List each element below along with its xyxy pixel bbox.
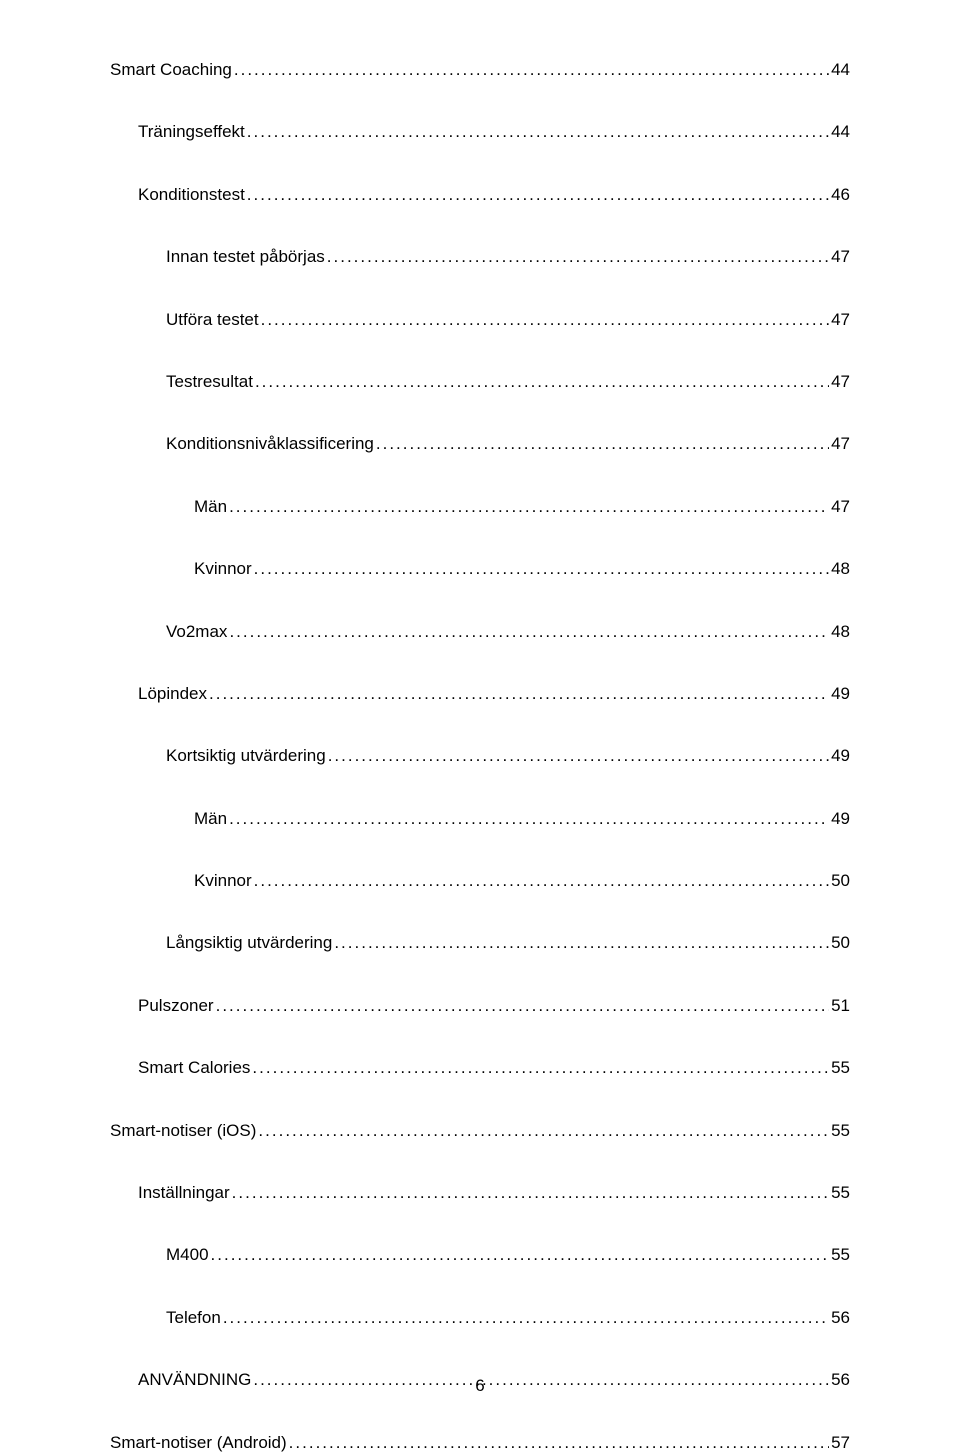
toc-entry-page: 51 xyxy=(831,996,850,1016)
page-number: 6 xyxy=(0,1376,960,1396)
toc-entry-page: 49 xyxy=(831,684,850,704)
toc-entry-page: 44 xyxy=(831,60,850,80)
toc-leader-dots xyxy=(328,746,829,766)
toc-leader-dots xyxy=(376,434,829,454)
toc-leader-dots xyxy=(254,871,829,891)
toc-entry: Telefon 56 xyxy=(110,1308,850,1328)
toc-entry-label: Utföra testet xyxy=(166,310,259,330)
toc-entry: Pulszoner 51 xyxy=(110,996,850,1016)
toc-entry: Långsiktig utvärdering 50 xyxy=(110,933,850,953)
toc-entry-label: Konditionstest xyxy=(138,185,245,205)
toc-leader-dots xyxy=(261,310,829,330)
toc-entry-page: 56 xyxy=(831,1308,850,1328)
toc-entry-page: 50 xyxy=(831,871,850,891)
toc-entry-label: Vo2max xyxy=(166,622,227,642)
toc-entry-page: 48 xyxy=(831,622,850,642)
document-page: Smart Coaching 44 Träningseffekt 44 Konditio… xyxy=(0,0,960,1436)
toc-entry-label: M400 xyxy=(166,1245,209,1265)
toc-entry-page: 55 xyxy=(831,1245,850,1265)
toc-leader-dots xyxy=(254,559,829,579)
toc-leader-dots xyxy=(255,372,829,392)
toc-entry-page: 47 xyxy=(831,372,850,392)
toc-entry-page: 49 xyxy=(831,746,850,766)
toc-leader-dots xyxy=(223,1308,829,1328)
toc-entry: Inställningar 55 xyxy=(110,1183,850,1203)
toc-entry: M400 55 xyxy=(110,1245,850,1265)
toc-entry-label: Smart Calories xyxy=(138,1058,250,1078)
toc-entry: Män 47 xyxy=(110,497,850,517)
toc-leader-dots xyxy=(229,809,829,829)
toc-entry: Kortsiktig utvärdering 49 xyxy=(110,746,850,766)
toc-entry-label: Män xyxy=(194,809,227,829)
toc-entry-label: Män xyxy=(194,497,227,517)
toc-leader-dots xyxy=(209,684,829,704)
toc-leader-dots xyxy=(229,622,829,642)
toc-leader-dots xyxy=(258,1121,829,1141)
toc-leader-dots xyxy=(252,1058,829,1078)
toc-entry: Smart-notiser (iOS) 55 xyxy=(110,1121,850,1141)
toc-entry: Innan testet påbörjas 47 xyxy=(110,247,850,267)
toc-entry-page: 50 xyxy=(831,933,850,953)
toc-entry-page: 46 xyxy=(831,185,850,205)
toc-entry: Kvinnor 48 xyxy=(110,559,850,579)
toc-entry: Kvinnor 50 xyxy=(110,871,850,891)
toc-entry-page: 49 xyxy=(831,809,850,829)
toc-leader-dots xyxy=(211,1245,830,1265)
toc-entry: Konditionstest 46 xyxy=(110,185,850,205)
toc-entry: Män 49 xyxy=(110,809,850,829)
toc-entry-label: Löpindex xyxy=(138,684,207,704)
toc-entry-label: Träningseffekt xyxy=(138,122,245,142)
toc-entry-page: 44 xyxy=(831,122,850,142)
toc-entry-label: Långsiktig utvärdering xyxy=(166,933,332,953)
toc-entry: Träningseffekt 44 xyxy=(110,122,850,142)
toc-leader-dots xyxy=(327,247,829,267)
toc-entry: Smart Coaching 44 xyxy=(110,60,850,80)
toc-leader-dots xyxy=(216,996,829,1016)
toc-leader-dots xyxy=(229,497,829,517)
toc-entry-page: 55 xyxy=(831,1058,850,1078)
toc-leader-dots xyxy=(234,60,829,80)
toc-entry-label: Kvinnor xyxy=(194,559,252,579)
toc-entry-label: Smart Coaching xyxy=(110,60,232,80)
toc-entry-label: Konditionsnivåklassificering xyxy=(166,434,374,454)
toc-entry-label: Innan testet påbörjas xyxy=(166,247,325,267)
toc-entry-page: 47 xyxy=(831,497,850,517)
toc-entry-page: 47 xyxy=(831,434,850,454)
toc-entry: Löpindex 49 xyxy=(110,684,850,704)
toc-entry-label: Inställningar xyxy=(138,1183,230,1203)
table-of-contents: Smart Coaching 44 Träningseffekt 44 Konditio… xyxy=(110,60,850,1453)
toc-entry-page: 55 xyxy=(831,1183,850,1203)
toc-entry-page: 55 xyxy=(831,1121,850,1141)
toc-entry-label: Testresultat xyxy=(166,372,253,392)
toc-entry-label: Pulszoner xyxy=(138,996,214,1016)
toc-entry-page: 47 xyxy=(831,310,850,330)
toc-leader-dots xyxy=(334,933,829,953)
toc-entry: Testresultat 47 xyxy=(110,372,850,392)
toc-entry: Vo2max 48 xyxy=(110,622,850,642)
toc-entry-page: 48 xyxy=(831,559,850,579)
toc-entry-page: 47 xyxy=(831,247,850,267)
toc-entry-label: Smart-notiser (iOS) xyxy=(110,1121,256,1141)
toc-entry: Konditionsnivåklassificering 47 xyxy=(110,434,850,454)
toc-leader-dots xyxy=(232,1183,829,1203)
toc-entry-label: Kortsiktig utvärdering xyxy=(166,746,326,766)
toc-leader-dots xyxy=(247,122,829,142)
toc-entry-label: Kvinnor xyxy=(194,871,252,891)
toc-leader-dots xyxy=(247,185,829,205)
toc-entry-label: Telefon xyxy=(166,1308,221,1328)
toc-entry: Smart Calories 55 xyxy=(110,1058,850,1078)
toc-entry: Utföra testet 47 xyxy=(110,310,850,330)
